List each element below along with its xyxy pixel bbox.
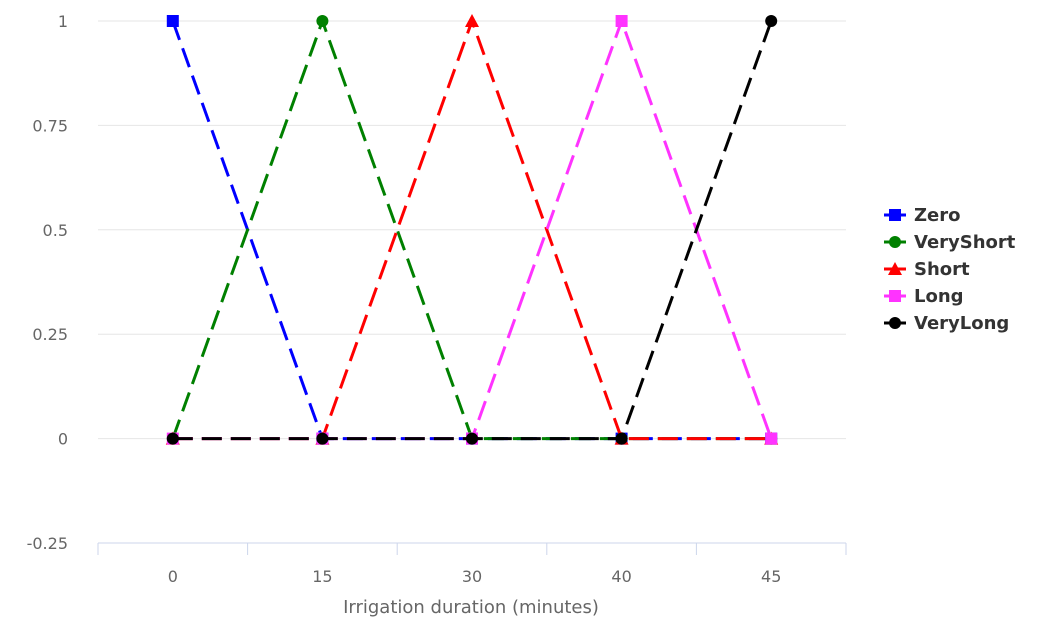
series-group [165,14,779,445]
x-tick-label: 15 [312,567,332,586]
legend-item-veryshort[interactable]: VeryShort [884,232,1016,253]
y-tick-label: -0.25 [27,534,68,553]
legend-marker [889,317,901,329]
legend: Zero VeryShort Short Long VeryLong [884,205,1016,334]
x-axis: 0 15 30 40 45 [97,542,847,586]
data-point [316,432,329,445]
data-point [615,15,628,27]
y-axis: -0.25 0 0.25 0.5 0.75 1 [27,12,68,553]
y-tick-label: 0 [58,430,68,449]
data-point [166,432,179,445]
series-verylong [166,15,778,445]
legend-marker [889,236,901,248]
data-point [765,432,778,445]
y-tick-label: 1 [58,12,68,31]
legend-item-verylong[interactable]: VeryLong [884,313,1009,334]
data-point [465,14,479,27]
legend-item-long[interactable]: Long [884,286,964,307]
legend-label: Long [914,286,964,307]
x-axis-title: Irrigation duration (minutes) [343,597,599,618]
data-point [466,432,478,445]
legend-label: Zero [914,205,961,226]
data-point [316,15,329,27]
y-tick-label: 0.25 [32,325,68,344]
legend-item-short[interactable]: Short [884,259,970,280]
legend-label: VeryLong [914,313,1009,334]
data-point [166,15,179,27]
data-point [765,15,778,27]
y-tick-label: 0.5 [43,221,68,240]
data-point [615,432,628,445]
legend-marker [889,290,901,302]
legend-label: VeryShort [914,232,1016,253]
x-tick-label: 0 [168,567,178,586]
legend-marker [888,262,902,275]
legend-marker [889,209,901,221]
x-tick-label: 40 [611,567,631,586]
x-tick-label: 45 [761,567,781,586]
legend-label: Short [914,259,970,280]
y-tick-label: 0.75 [32,116,68,135]
grid [98,20,846,440]
legend-item-zero[interactable]: Zero [884,205,961,226]
x-tick-label: 30 [462,567,482,586]
